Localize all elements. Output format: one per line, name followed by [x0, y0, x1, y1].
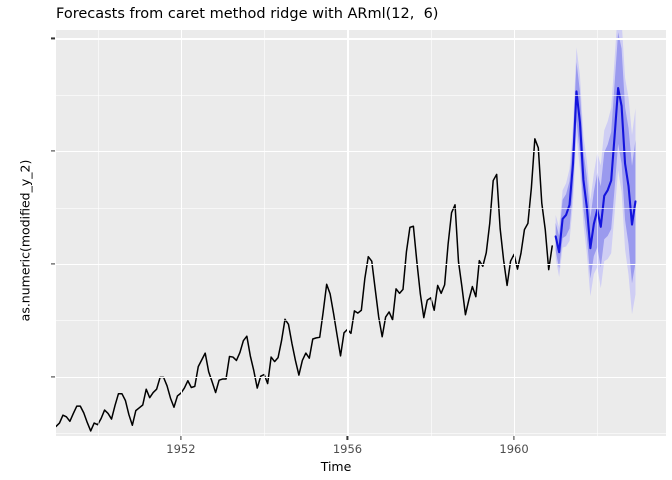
- gridline-minor-horizontal: [56, 207, 666, 209]
- forecast-line: [554, 87, 637, 254]
- gridline-minor-vertical: [264, 30, 265, 436]
- y-tick-mark: [51, 376, 55, 378]
- x-tick-mark: [346, 436, 349, 440]
- x-tick-mark: [180, 436, 182, 440]
- x-tick-label: 1956: [332, 442, 363, 456]
- gridline-major-horizontal: [56, 264, 666, 266]
- x-tick-label: 1960: [499, 442, 529, 456]
- gridline-major-horizontal: [56, 151, 666, 153]
- historical-series-line: [56, 138, 553, 432]
- gridline-minor-horizontal: [56, 94, 666, 96]
- y-tick-mark: [51, 263, 55, 265]
- gridline-major-horizontal: [56, 38, 666, 40]
- y-tick-mark: [51, 37, 55, 40]
- chart-title: Forecasts from caret method ridge with A…: [56, 6, 439, 22]
- gridline-major-vertical: [347, 30, 349, 436]
- gridline-minor-vertical: [597, 30, 598, 436]
- gridline-minor-horizontal: [56, 433, 666, 434]
- gridline-major-vertical: [514, 30, 516, 436]
- gridline-minor-horizontal: [56, 320, 666, 322]
- gridline-minor-vertical: [97, 30, 99, 436]
- gridline-major-vertical: [180, 30, 183, 436]
- x-tick-label: 1952: [166, 442, 196, 456]
- plot-panel: [56, 30, 666, 436]
- gridline-major-horizontal: [56, 376, 666, 378]
- x-axis-title: Time: [320, 459, 352, 474]
- data-layer: [56, 30, 637, 432]
- y-axis-title: as.numeric(modified_y_2): [17, 159, 33, 322]
- y-tick-mark: [51, 150, 55, 152]
- gridline-minor-vertical: [430, 30, 432, 436]
- x-tick-mark: [513, 436, 515, 440]
- forecast-series-line: [554, 87, 637, 254]
- historical-line: [56, 138, 553, 432]
